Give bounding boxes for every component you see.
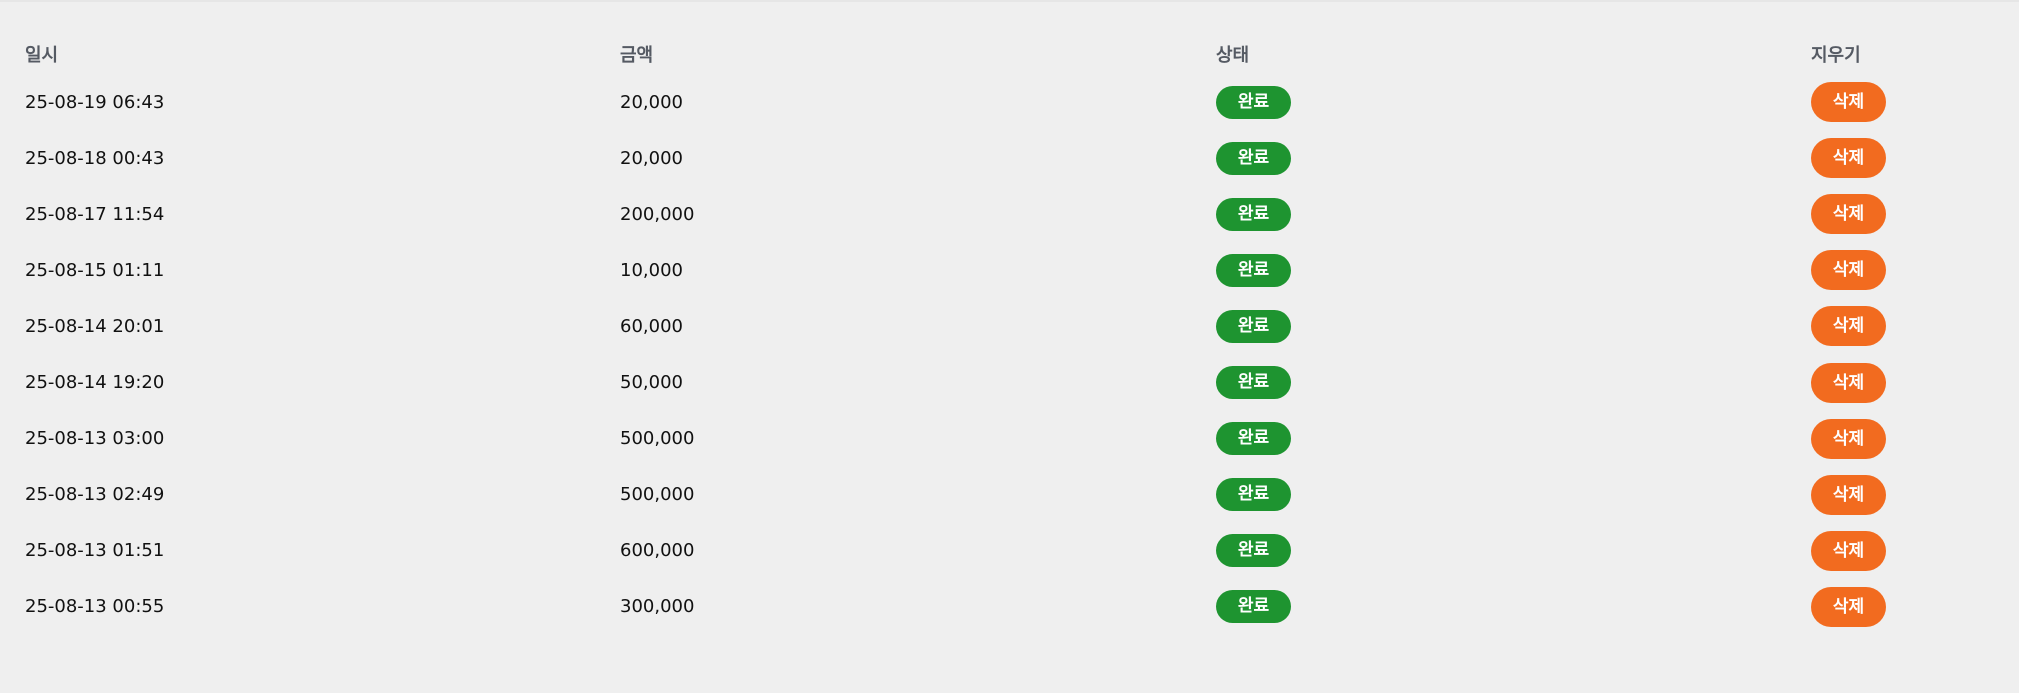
status-badge: 완료 xyxy=(1216,422,1291,456)
table-row: 25-08-13 03:00 500,000 완료 삭제 xyxy=(25,411,1975,467)
delete-button[interactable]: 삭제 xyxy=(1811,530,1886,571)
status-badge: 완료 xyxy=(1216,590,1291,624)
delete-cell: 삭제 xyxy=(1811,411,1975,467)
header-delete: 지우기 xyxy=(1811,45,1861,66)
datetime-cell: 25-08-18 00:43 xyxy=(25,147,165,169)
datetime-cell: 25-08-13 00:55 xyxy=(25,596,165,618)
delete-button[interactable]: 삭제 xyxy=(1811,250,1886,291)
amount-cell: 50,000 xyxy=(620,372,683,394)
table-row: 25-08-17 11:54 200,000 완료 삭제 xyxy=(25,186,1975,242)
delete-cell: 삭제 xyxy=(1811,186,1975,242)
delete-cell: 삭제 xyxy=(1811,579,1975,635)
table-row: 25-08-15 01:11 10,000 완료 삭제 xyxy=(25,242,1975,298)
delete-cell: 삭제 xyxy=(1811,298,1975,354)
datetime-cell: 25-08-15 01:11 xyxy=(25,259,165,281)
delete-cell: 삭제 xyxy=(1811,242,1975,298)
header-status: 상태 xyxy=(1216,45,1250,66)
datetime-cell: 25-08-13 01:51 xyxy=(25,540,165,562)
table-row: 25-08-13 00:55 300,000 완료 삭제 xyxy=(25,579,1975,635)
status-cell: 완료 xyxy=(1216,242,1811,298)
delete-button[interactable]: 삭제 xyxy=(1811,82,1886,123)
status-cell: 완료 xyxy=(1216,74,1811,130)
amount-cell: 300,000 xyxy=(620,596,695,618)
status-badge: 완료 xyxy=(1216,366,1291,400)
status-cell: 완료 xyxy=(1216,579,1811,635)
datetime-cell: 25-08-17 11:54 xyxy=(25,203,165,225)
amount-cell: 20,000 xyxy=(620,91,683,113)
status-cell: 완료 xyxy=(1216,523,1811,579)
table-row: 25-08-18 00:43 20,000 완료 삭제 xyxy=(25,130,1975,186)
status-cell: 완료 xyxy=(1216,186,1811,242)
table-row: 25-08-14 20:01 60,000 완료 삭제 xyxy=(25,298,1975,354)
datetime-cell: 25-08-19 06:43 xyxy=(25,91,165,113)
delete-button[interactable]: 삭제 xyxy=(1811,586,1886,627)
status-badge: 완료 xyxy=(1216,197,1291,231)
transactions-table: 일시 금액 상태 지우기 25-08-19 06:43 20,000 완료 삭제 25-… xyxy=(25,34,1975,635)
table-header-row: 일시 금액 상태 지우기 xyxy=(25,34,1975,74)
datetime-cell: 25-08-14 20:01 xyxy=(25,315,165,337)
delete-button[interactable]: 삭제 xyxy=(1811,362,1886,403)
status-cell: 완료 xyxy=(1216,130,1811,186)
amount-cell: 500,000 xyxy=(620,484,695,506)
table-row: 25-08-13 02:49 500,000 완료 삭제 xyxy=(25,467,1975,523)
delete-button[interactable]: 삭제 xyxy=(1811,138,1886,179)
status-badge: 완료 xyxy=(1216,141,1291,175)
delete-button[interactable]: 삭제 xyxy=(1811,306,1886,347)
table-body: 25-08-19 06:43 20,000 완료 삭제 25-08-18 00:43 20… xyxy=(25,74,1975,635)
status-cell: 완료 xyxy=(1216,411,1811,467)
amount-cell: 60,000 xyxy=(620,315,683,337)
delete-cell: 삭제 xyxy=(1811,74,1975,130)
amount-cell: 200,000 xyxy=(620,203,695,225)
table-row: 25-08-14 19:20 50,000 완료 삭제 xyxy=(25,354,1975,410)
delete-cell: 삭제 xyxy=(1811,130,1975,186)
amount-cell: 500,000 xyxy=(620,428,695,450)
amount-cell: 600,000 xyxy=(620,540,695,562)
status-badge: 완료 xyxy=(1216,309,1291,343)
status-cell: 완료 xyxy=(1216,467,1811,523)
delete-button[interactable]: 삭제 xyxy=(1811,474,1886,515)
datetime-cell: 25-08-14 19:20 xyxy=(25,372,165,394)
status-badge: 완료 xyxy=(1216,478,1291,512)
amount-cell: 20,000 xyxy=(620,147,683,169)
status-cell: 완료 xyxy=(1216,354,1811,410)
header-amount: 금액 xyxy=(620,45,654,66)
status-badge: 완료 xyxy=(1216,85,1291,119)
table-row: 25-08-13 01:51 600,000 완료 삭제 xyxy=(25,523,1975,579)
datetime-cell: 25-08-13 03:00 xyxy=(25,428,165,450)
delete-cell: 삭제 xyxy=(1811,523,1975,579)
status-cell: 완료 xyxy=(1216,298,1811,354)
delete-button[interactable]: 삭제 xyxy=(1811,194,1886,235)
delete-cell: 삭제 xyxy=(1811,467,1975,523)
datetime-cell: 25-08-13 02:49 xyxy=(25,484,165,506)
header-datetime: 일시 xyxy=(25,45,59,66)
status-badge: 완료 xyxy=(1216,253,1291,287)
status-badge: 완료 xyxy=(1216,534,1291,568)
delete-button[interactable]: 삭제 xyxy=(1811,418,1886,459)
amount-cell: 10,000 xyxy=(620,259,683,281)
delete-cell: 삭제 xyxy=(1811,354,1975,410)
table-row: 25-08-19 06:43 20,000 완료 삭제 xyxy=(25,74,1975,130)
